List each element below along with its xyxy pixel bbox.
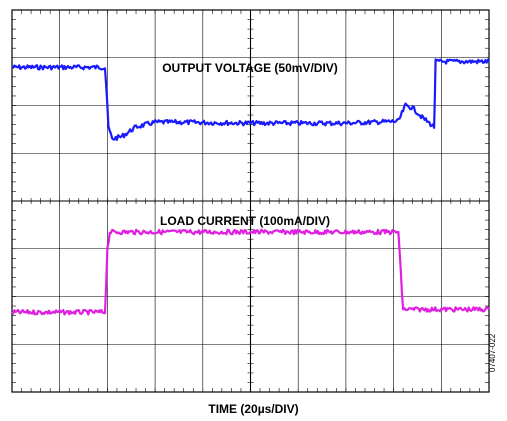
output-voltage-trace	[11, 58, 490, 141]
grid	[11, 9, 489, 392]
load-current-trace	[11, 228, 490, 316]
traces	[11, 58, 490, 316]
x-axis-label: TIME (20µs/DIV)	[208, 402, 299, 416]
figure-code: 07407-022	[488, 333, 497, 372]
load-current-label: LOAD CURRENT (100mA/DIV)	[160, 214, 330, 228]
oscilloscope-plot: OUTPUT VOLTAGE (50mV/DIV) LOAD CURRENT (…	[11, 9, 490, 393]
output-voltage-label: OUTPUT VOLTAGE (50mV/DIV)	[162, 61, 338, 75]
